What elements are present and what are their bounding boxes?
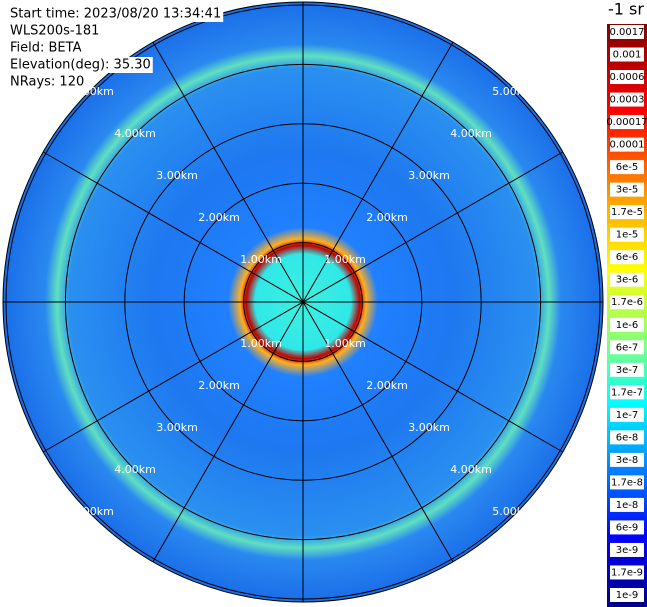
colorbar-label: 1e-7 (616, 410, 639, 421)
colorbar-label: 3e-5 (616, 185, 639, 196)
colorbar-labels: 0.0017 0.001 0.0006 0.0003 0.00017 0.0001 6e-5… (606, 25, 647, 602)
range-label: 4.00km (450, 127, 492, 140)
colorbar-label: 0.00017 (606, 117, 647, 128)
colorbar-label-bg (610, 115, 644, 130)
colorbar-label-bg (610, 182, 644, 197)
colorbar-label-bg (610, 407, 644, 422)
colorbar-label-bg (610, 452, 644, 467)
range-label: 1.00km (240, 253, 282, 266)
colorbar-label: 0.0003 (610, 95, 645, 106)
colorbar-label-bg (610, 70, 644, 85)
range-label: 5.00km (492, 85, 534, 98)
colorbar-label: 6e-8 (616, 432, 639, 443)
colorbar-label-bg (610, 25, 644, 39)
range-label: 2.00km (198, 211, 240, 224)
range-label: 4.00km (114, 127, 156, 140)
colorbar-label-bg (610, 205, 644, 220)
colorbar-label-bg (610, 272, 644, 287)
info-line: Start time: 2023/08/20 13:34:41 (10, 7, 221, 22)
colorbar-label-bg (610, 497, 644, 512)
range-label: 5.00km (72, 505, 114, 518)
range-labels: 1.00km 1.00km 1.00km 1.00km 2.00km 2.00km 2.00… (72, 85, 534, 518)
colorbar-label: 3e-8 (616, 455, 639, 466)
range-label: 2.00km (366, 211, 408, 224)
colorbar-label-bg (610, 430, 644, 445)
colorbar-label: 3e-9 (616, 545, 639, 556)
range-label: 3.00km (408, 421, 450, 434)
colorbar-label: 0.0001 (610, 140, 645, 151)
colorbar-label-bg (610, 227, 644, 242)
colorbar-label: 6e-5 (616, 162, 639, 173)
range-label: 3.00km (156, 169, 198, 182)
colorbar-label: 6e-6 (616, 252, 639, 263)
colorbar-label: 0.0006 (610, 72, 645, 83)
range-label: 4.00km (450, 463, 492, 476)
colorbar-label-bg (610, 317, 644, 332)
range-grid (2, 1, 604, 603)
colorbar-label: 0.001 (613, 50, 642, 61)
colorbar-label: 6e-9 (616, 522, 639, 533)
info-line-bg (8, 57, 153, 73)
info-line: WLS200s-181 (10, 24, 99, 39)
radial-line (42, 151, 564, 453)
colorbar-label: 1e-6 (616, 320, 639, 331)
colorbar-label-bg (610, 542, 644, 557)
range-label: 1.00km (324, 337, 366, 350)
colorbar-label-bg (610, 250, 644, 265)
info-line-bg (8, 74, 87, 90)
colorbar-label: 1.7e-8 (611, 477, 643, 488)
range-label: 1.00km (324, 253, 366, 266)
info-line-bg (8, 6, 224, 22)
colorbar-label-bg (610, 588, 644, 602)
colorbar-label-bg (610, 295, 644, 310)
range-label: 3.00km (408, 169, 450, 182)
colorbar-label-bg (610, 385, 644, 400)
colorbar-label: 1e-8 (616, 500, 639, 511)
colorbar-label-bg (610, 475, 644, 490)
range-label: 5.00km (492, 505, 534, 518)
range-label: 3.00km (156, 421, 198, 434)
colorbar-label-bg (610, 47, 644, 62)
info-line: NRays: 120 (10, 75, 84, 90)
range-label: 2.00km (198, 379, 240, 392)
colorbar-label: 1.7e-6 (611, 297, 643, 308)
colorbar-label-bg (610, 160, 644, 175)
info-line: Elevation(deg): 35.30 (10, 58, 151, 73)
colorbar-label: 0.0017 (610, 27, 645, 38)
colorbar-label: 1.7e-5 (611, 207, 643, 218)
colorbar (607, 24, 647, 607)
info-box: Start time: 2023/08/20 13:34:41 WLS200s-1… (8, 6, 224, 90)
info-line-bg (8, 40, 84, 56)
colorbar-label: 3e-7 (616, 365, 639, 376)
colorbar-label-bg (610, 362, 644, 377)
colorbar-label: 1e-9 (616, 590, 639, 601)
colorbar-label-bg (610, 340, 644, 355)
colorbar-label: 6e-7 (616, 342, 639, 353)
range-label: 4.00km (114, 463, 156, 476)
colorbar-label: 3e-6 (616, 275, 639, 286)
colorbar-label-bg (610, 520, 644, 535)
colorbar-label: 1e-5 (616, 230, 639, 241)
range-label: 2.00km (366, 379, 408, 392)
colorbar-label: 1.7e-9 (611, 567, 643, 578)
range-label: 1.00km (240, 337, 282, 350)
info-line: Field: BETA (10, 41, 82, 56)
colorbar-label-bg (610, 137, 644, 152)
colorbar-label-bg (610, 565, 644, 580)
info-line-bg (8, 23, 102, 39)
colorbar-label: 1.7e-7 (611, 387, 643, 398)
colorbar-label-bg (610, 92, 644, 107)
colorbar-unit: -1 sr (608, 0, 644, 19)
